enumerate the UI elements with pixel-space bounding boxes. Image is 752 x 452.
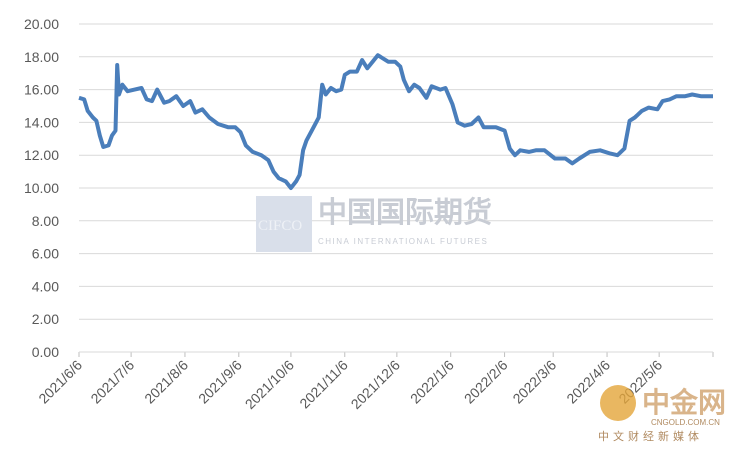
source-logo-name: 中金网 (642, 386, 726, 418)
x-tick-label: 2022/1/6 (407, 357, 457, 407)
x-tick-label: 2021/8/6 (141, 357, 191, 407)
watermark-name-en: CHINA INTERNATIONAL FUTURES (318, 237, 488, 246)
y-tick-label: 14.00 (24, 114, 59, 130)
line-series (78, 53, 713, 190)
source-logo-tagline: 中文财经新媒体 (598, 429, 703, 443)
x-tick-label: 2022/2/6 (461, 357, 511, 407)
watermark-logo: CIFCO (258, 218, 302, 234)
x-tick-label: 2021/11/6 (296, 357, 351, 412)
y-tick-label: 10.00 (24, 180, 59, 196)
x-tick-label: 2021/10/6 (242, 357, 298, 413)
y-tick-label: 0.00 (32, 344, 59, 360)
source-logo-url: CNGOLD.COM.CN (651, 418, 720, 427)
x-tick-label: 2021/12/6 (348, 357, 404, 413)
y-tick-label: 20.00 (24, 16, 59, 32)
y-tick-label: 12.00 (24, 147, 59, 163)
y-tick-label: 16.00 (24, 82, 59, 98)
watermark-name: 中国国际期货 (318, 195, 492, 229)
x-tick-label: 2022/3/6 (509, 357, 559, 407)
y-tick-label: 8.00 (32, 213, 59, 229)
source-logo-icon (600, 385, 636, 421)
x-tick-label: 2021/7/6 (87, 357, 137, 407)
y-tick-label: 2.00 (32, 311, 59, 327)
y-tick-label: 18.00 (24, 49, 59, 65)
y-tick-label: 4.00 (32, 278, 59, 294)
x-tick-label: 2021/9/6 (195, 357, 245, 407)
x-tick-label: 2021/6/6 (35, 357, 85, 407)
watermark-box (256, 196, 312, 252)
y-tick-label: 6.00 (32, 246, 59, 262)
